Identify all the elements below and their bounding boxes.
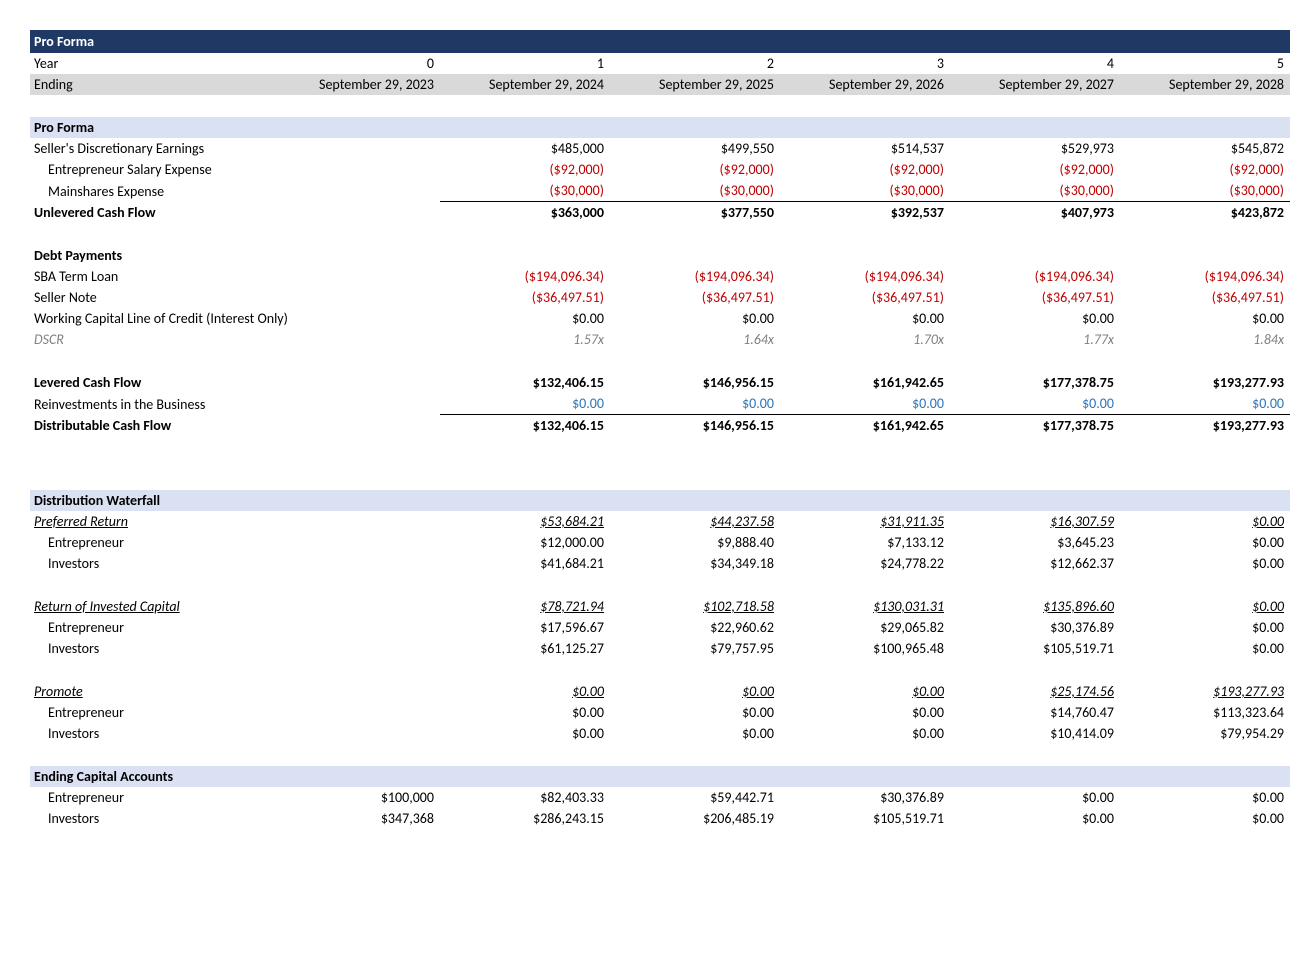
year-3: 3 — [780, 53, 950, 74]
section-ending-capital: Ending Capital Accounts — [30, 766, 1290, 787]
row-wcloc: Working Capital Line of Credit (Interest… — [30, 308, 1290, 329]
row-wcloc-label: Working Capital Line of Credit (Interest… — [30, 308, 440, 329]
row-promote-label: Promote — [30, 681, 270, 702]
row-dscr-label: DSCR — [30, 329, 270, 350]
sheet-title: Pro Forma — [30, 30, 1290, 53]
row-salary-label: Entrepreneur Salary Expense — [30, 159, 270, 180]
year-row: Year 0 1 2 3 4 5 — [30, 53, 1290, 74]
year-label: Year — [30, 53, 270, 74]
row-roic-entrepreneur: Entrepreneur $17,596.67 $22,960.62 $29,0… — [30, 617, 1290, 638]
row-lcf: Levered Cash Flow $132,406.15 $146,956.1… — [30, 372, 1290, 393]
row-roic-total: Return of Invested Capital $78,721.94 $1… — [30, 596, 1290, 617]
row-ec-entrepreneur: Entrepreneur $100,000 $82,403.33 $59,442… — [30, 787, 1290, 808]
row-pref-entrepreneur: Entrepreneur $12,000.00 $9,888.40 $7,133… — [30, 532, 1290, 553]
section-ending-capital-label: Ending Capital Accounts — [30, 766, 1290, 787]
ending-1: September 29, 2024 — [440, 74, 610, 95]
row-seller-note-label: Seller Note — [30, 287, 270, 308]
ending-label: Ending — [30, 74, 270, 95]
row-dscr: DSCR 1.57x 1.64x 1.70x 1.77x 1.84x — [30, 329, 1290, 350]
row-pref-investors: Investors $41,684.21 $34,349.18 $24,778.… — [30, 553, 1290, 574]
row-reinvest: Reinvestments in the Business $0.00 $0.0… — [30, 393, 1290, 415]
row-lcf-label: Levered Cash Flow — [30, 372, 270, 393]
year-0: 0 — [270, 53, 440, 74]
year-1: 1 — [440, 53, 610, 74]
year-5: 5 — [1120, 53, 1290, 74]
ending-4: September 29, 2027 — [950, 74, 1120, 95]
section-waterfall-label: Distribution Waterfall — [30, 490, 1290, 511]
row-ec-investors: Investors $347,368 $286,243.15 $206,485.… — [30, 808, 1290, 829]
row-promote-investors: Investors $0.00 $0.00 $0.00 $10,414.09 $… — [30, 723, 1290, 744]
pro-forma-sheet: Pro Forma Year 0 1 2 3 4 5 Ending Septem… — [30, 30, 1290, 829]
row-reinvest-label: Reinvestments in the Business — [30, 393, 270, 415]
section-pro-forma: Pro Forma — [30, 117, 1290, 138]
row-debt-header: Debt Payments — [30, 245, 1290, 266]
ending-row: Ending September 29, 2023 September 29, … — [30, 74, 1290, 95]
row-roic-label: Return of Invested Capital — [30, 596, 270, 617]
ending-5: September 29, 2028 — [1120, 74, 1290, 95]
row-dcf: Distributable Cash Flow $132,406.15 $146… — [30, 415, 1290, 437]
row-mainshares-label: Mainshares Expense — [30, 180, 270, 202]
row-promote-total: Promote $0.00 $0.00 $0.00 $25,174.56 $19… — [30, 681, 1290, 702]
ending-0: September 29, 2023 — [270, 74, 440, 95]
debt-section-label: Debt Payments — [30, 245, 270, 266]
year-2: 2 — [610, 53, 780, 74]
row-sde: Seller's Discretionary Earnings $485,000… — [30, 138, 1290, 159]
row-ucf: Unlevered Cash Flow $363,000 $377,550 $3… — [30, 202, 1290, 224]
ending-3: September 29, 2026 — [780, 74, 950, 95]
row-salary: Entrepreneur Salary Expense ($92,000) ($… — [30, 159, 1290, 180]
row-pref-total: Preferred Return $53,684.21 $44,237.58 $… — [30, 511, 1290, 532]
section-waterfall: Distribution Waterfall — [30, 490, 1290, 511]
ending-2: September 29, 2025 — [610, 74, 780, 95]
financial-table: Pro Forma Year 0 1 2 3 4 5 Ending Septem… — [30, 30, 1290, 829]
row-ucf-label: Unlevered Cash Flow — [30, 202, 270, 224]
row-mainshares: Mainshares Expense ($30,000) ($30,000) (… — [30, 180, 1290, 202]
row-seller-note: Seller Note ($36,497.51) ($36,497.51) ($… — [30, 287, 1290, 308]
row-roic-investors: Investors $61,125.27 $79,757.95 $100,965… — [30, 638, 1290, 659]
year-4: 4 — [950, 53, 1120, 74]
row-sde-label: Seller's Discretionary Earnings — [30, 138, 270, 159]
row-dcf-label: Distributable Cash Flow — [30, 415, 270, 437]
row-sba: SBA Term Loan ($194,096.34) ($194,096.34… — [30, 266, 1290, 287]
row-promote-entrepreneur: Entrepreneur $0.00 $0.00 $0.00 $14,760.4… — [30, 702, 1290, 723]
title-bar: Pro Forma — [30, 30, 1290, 53]
row-sba-label: SBA Term Loan — [30, 266, 270, 287]
section-pro-forma-label: Pro Forma — [30, 117, 1290, 138]
row-pref-label: Preferred Return — [30, 511, 270, 532]
